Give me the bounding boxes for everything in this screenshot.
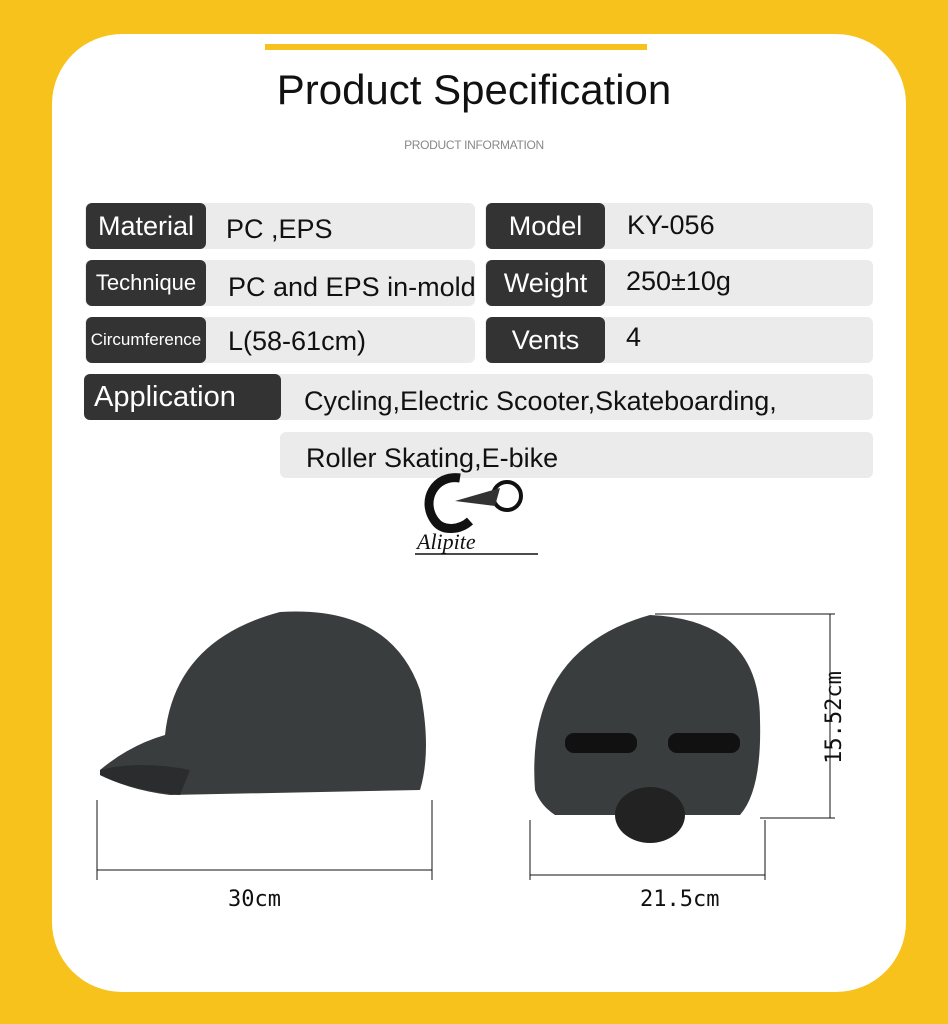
circumference-label: Circumference (86, 317, 206, 363)
material-value: PC ,EPS (226, 214, 333, 244)
dimension-lines (96, 613, 835, 880)
svg-text:Alipite: Alipite (415, 529, 476, 554)
vents-value: 4 (626, 322, 642, 352)
application-value-line1: Cycling,Electric Scooter,Skateboarding, (304, 386, 777, 416)
back-width-label: 21.5cm (640, 887, 720, 912)
side-length-label: 30cm (228, 887, 281, 912)
cyclist-logo-icon: Alipite (415, 473, 538, 555)
model-value: KY-056 (627, 210, 715, 240)
material-label: Material (86, 203, 206, 249)
technique-label: Technique (86, 260, 206, 306)
application-value-line2: Roller Skating,E-bike (306, 443, 559, 473)
page-title: Product Specification (276, 66, 672, 113)
spec-card (52, 34, 906, 992)
circumference-value: L(58-61cm) (228, 326, 367, 356)
height-label: 15.52cm (821, 671, 847, 764)
spec-row-application-cont (280, 432, 873, 478)
application-label: Application (84, 374, 281, 420)
helmet-side-view (100, 611, 426, 795)
technique-value: PC and EPS in-mold (228, 272, 476, 302)
page-subtitle: PRODUCT INFORMATION (404, 138, 544, 152)
vents-label: Vents (486, 317, 605, 363)
accent-bar (265, 44, 647, 50)
model-label: Model (486, 203, 605, 249)
weight-label: Weight (486, 260, 605, 306)
brand-logo: Alipite (415, 466, 540, 561)
weight-value: 250±10g (626, 266, 731, 296)
helmet-back-view (534, 615, 761, 843)
